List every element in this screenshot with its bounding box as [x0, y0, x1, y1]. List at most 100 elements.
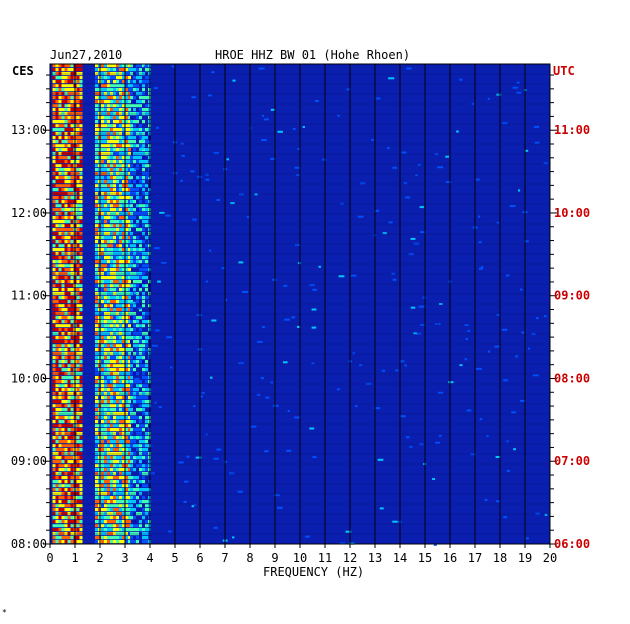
heat-cell	[64, 108, 68, 112]
heat-cell	[107, 136, 110, 140]
heat-cell	[110, 84, 113, 88]
heat-cell	[64, 488, 68, 492]
heat-cell	[107, 300, 110, 304]
heat-cell	[142, 280, 145, 284]
heat-cell	[211, 71, 215, 74]
heat-cell	[101, 528, 104, 532]
heat-cell	[128, 420, 131, 424]
heat-cell	[145, 340, 148, 344]
heat-cell	[70, 328, 74, 332]
heat-cell	[67, 480, 71, 484]
heat-cell	[70, 452, 74, 456]
heat-cell	[61, 308, 65, 312]
heat-cell	[61, 480, 65, 484]
heat-cell	[61, 236, 65, 240]
heat-cell	[110, 480, 113, 484]
heat-cell	[76, 492, 80, 496]
heat-cell	[128, 76, 131, 80]
heat-cell	[70, 428, 74, 432]
heat-cell	[116, 260, 119, 264]
heat-cell	[133, 104, 136, 108]
heat-cell	[130, 184, 133, 188]
heat-cell	[142, 64, 145, 68]
heat-cell	[61, 336, 65, 340]
heat-cell	[107, 284, 110, 288]
x-tick-label: 5	[171, 551, 178, 565]
heat-cell	[125, 348, 128, 352]
heat-cell	[101, 348, 104, 352]
heat-cell	[61, 432, 65, 436]
heat-cell	[61, 296, 65, 300]
heat-cell	[76, 104, 80, 108]
heat-cell	[61, 528, 65, 532]
heat-cell	[140, 147, 145, 150]
heat-cell	[142, 440, 145, 444]
heat-cell	[119, 212, 122, 216]
heat-cell	[76, 480, 80, 484]
heat-cell	[503, 516, 508, 519]
heat-cell	[192, 218, 197, 221]
heat-cell	[101, 204, 104, 208]
heat-cell	[52, 476, 56, 480]
heat-cell	[67, 324, 71, 328]
heat-cell	[52, 280, 56, 284]
heat-cell	[133, 260, 136, 264]
heat-cell	[116, 296, 119, 300]
heat-cell	[52, 292, 56, 296]
heat-cell	[64, 420, 68, 424]
heat-cell	[101, 112, 104, 116]
heat-cell	[79, 328, 83, 332]
heat-cell	[55, 484, 59, 488]
heat-cell	[107, 452, 110, 456]
heat-cell	[113, 444, 116, 448]
heat-cell	[64, 360, 68, 364]
heat-cell	[210, 376, 213, 379]
heat-cell	[128, 132, 131, 136]
heat-cell	[52, 276, 56, 280]
heat-cell	[139, 276, 142, 280]
heat-cell	[110, 476, 113, 480]
heat-cell	[133, 180, 136, 184]
heat-cell	[119, 352, 122, 356]
heat-cell	[107, 176, 110, 180]
heat-cell	[125, 204, 128, 208]
heat-cell	[55, 416, 59, 420]
heat-cell	[107, 124, 110, 128]
heat-cell	[58, 264, 62, 268]
heat-cell	[119, 536, 122, 540]
heat-cell	[113, 248, 116, 252]
heat-cell	[125, 232, 128, 236]
heat-cell	[142, 224, 145, 228]
heat-cell	[122, 344, 125, 348]
heat-cell	[110, 100, 113, 104]
heat-cell	[79, 472, 83, 476]
heat-cell	[116, 100, 119, 104]
heat-cell	[119, 524, 122, 528]
heat-cell	[136, 512, 139, 516]
heat-cell	[104, 540, 107, 544]
heat-cell	[116, 92, 119, 96]
heat-cell	[119, 144, 122, 148]
heat-cell	[70, 456, 74, 460]
heat-cell	[64, 236, 68, 240]
heat-cell	[113, 460, 116, 464]
heat-cell	[128, 240, 131, 244]
heat-cell	[136, 116, 139, 120]
heat-cell	[113, 340, 116, 344]
heat-cell	[136, 104, 139, 108]
heat-cell	[116, 72, 119, 76]
heat-cell	[435, 441, 441, 444]
heat-cell	[55, 460, 59, 464]
heat-cell	[64, 340, 68, 344]
heat-cell	[101, 88, 104, 92]
heat-cell	[125, 64, 128, 68]
heat-cell	[101, 124, 104, 128]
heat-cell	[58, 488, 62, 492]
heat-cell	[134, 292, 137, 295]
heat-cell	[67, 92, 71, 96]
heat-cell	[142, 188, 145, 192]
heat-cell	[122, 468, 125, 472]
heat-cell	[55, 184, 59, 188]
heat-cell	[76, 468, 80, 472]
heat-cell	[145, 68, 148, 72]
